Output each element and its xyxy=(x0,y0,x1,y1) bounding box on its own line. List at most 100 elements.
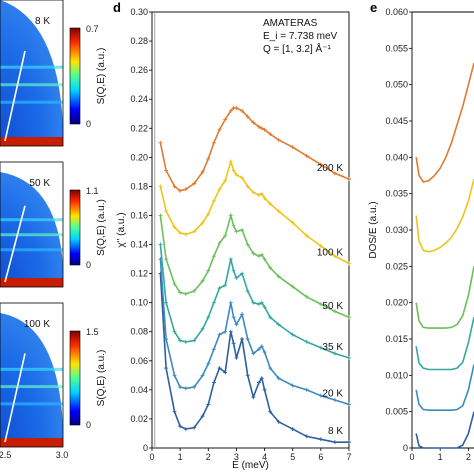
data-point xyxy=(234,229,239,234)
series-35k: 35 K xyxy=(158,242,351,360)
heatmap-panel: 100 K 1.5 0 S(Q,E) (a.u.) xyxy=(0,302,107,448)
data-point xyxy=(231,315,236,320)
data-point xyxy=(217,286,222,291)
data-point xyxy=(200,373,205,378)
panel-label: d xyxy=(113,0,121,15)
data-point xyxy=(200,326,205,331)
data-point xyxy=(268,201,273,206)
data-point xyxy=(223,370,228,375)
colorbar-min-label: 0 xyxy=(86,420,91,430)
x-tick-label: 2.5 xyxy=(0,450,11,460)
series-8k: 8 K xyxy=(158,271,351,445)
data-point xyxy=(211,380,216,385)
heatmap-band xyxy=(0,248,63,252)
data-point xyxy=(259,191,264,196)
series-label: 200 K xyxy=(317,163,343,174)
y-axis-label: DOS/E (a.u.) xyxy=(368,201,379,258)
series-line-20k xyxy=(415,364,474,411)
colorbar-label: S(Q,E) (a.u.) xyxy=(96,350,107,407)
heatmap-elastic-line xyxy=(0,278,63,287)
data-point xyxy=(178,338,183,343)
y-tick-label: 0.18 xyxy=(130,181,148,191)
y-tick-label: 0.10 xyxy=(130,298,148,308)
data-point xyxy=(231,268,236,273)
data-point xyxy=(262,196,267,201)
data-point xyxy=(211,300,216,305)
y-tick-label: 0.20 xyxy=(130,152,148,162)
x-tick-label: 6 xyxy=(318,452,323,462)
heatmap-band xyxy=(0,83,63,87)
data-point xyxy=(304,434,309,439)
q-cut-line xyxy=(4,50,26,142)
data-point xyxy=(276,419,281,424)
data-point xyxy=(318,162,323,167)
y-tick-label: 0.005 xyxy=(385,407,408,417)
y-tick-label: 0.015 xyxy=(385,334,408,344)
data-point xyxy=(259,252,264,257)
heatmap-elastic-line xyxy=(0,137,63,146)
data-point xyxy=(200,278,205,283)
data-point xyxy=(234,172,239,177)
data-point xyxy=(192,338,197,343)
data-point xyxy=(290,220,295,225)
heatmap-elastic-line xyxy=(0,438,63,447)
data-point xyxy=(178,290,183,295)
data-point xyxy=(332,351,337,356)
data-point xyxy=(256,347,261,352)
data-point xyxy=(251,190,256,195)
series-200k: 200 K xyxy=(158,105,351,193)
data-point xyxy=(332,398,337,403)
data-point xyxy=(172,409,177,414)
plot-frame xyxy=(151,11,350,449)
data-point xyxy=(251,120,256,125)
annotation-incident-energy: E_i = 7.738 meV xyxy=(263,31,338,42)
series-line-100k xyxy=(415,178,474,253)
data-point xyxy=(245,242,250,247)
data-point xyxy=(256,254,261,259)
data-point xyxy=(206,402,211,407)
y-tick-label: 0.035 xyxy=(385,189,408,199)
q-cut-line xyxy=(4,205,26,283)
data-point xyxy=(164,366,169,371)
colorbar-max-label: 1.1 xyxy=(86,186,99,196)
data-point xyxy=(251,395,256,400)
colorbar-min-label: 0 xyxy=(86,260,91,270)
data-point xyxy=(178,424,183,429)
data-point xyxy=(228,159,233,164)
data-point xyxy=(183,427,188,432)
data-point xyxy=(256,193,261,198)
x-tick-label: 1 xyxy=(438,452,443,462)
data-point xyxy=(318,302,323,307)
x-axis-label: E (meV) xyxy=(232,460,269,471)
data-point xyxy=(240,228,245,232)
x-tick-label: 2 xyxy=(466,452,471,462)
data-point xyxy=(256,124,261,129)
heatmap-intensity xyxy=(0,172,63,287)
data-point xyxy=(245,184,250,189)
data-point xyxy=(223,329,228,334)
data-point xyxy=(178,230,183,235)
x-tick-label: 3 xyxy=(234,452,239,462)
colorbar xyxy=(69,330,81,426)
data-point xyxy=(240,337,245,341)
data-point xyxy=(228,213,233,218)
data-point xyxy=(234,322,239,327)
data-point xyxy=(158,140,163,145)
y-tick-label: 0.22 xyxy=(130,123,148,133)
y-tick-label: 0.060 xyxy=(385,7,408,17)
data-point xyxy=(217,127,222,132)
data-point xyxy=(206,315,211,320)
series-line-35k xyxy=(415,317,474,371)
data-point xyxy=(347,355,351,360)
data-point xyxy=(164,209,169,214)
heatmap-band xyxy=(0,385,63,389)
y-tick-label: 0.055 xyxy=(385,43,408,53)
y-tick-label: 0.04 xyxy=(130,385,148,395)
y-tick-label: 0.02 xyxy=(130,414,148,424)
series-line-50k xyxy=(415,266,474,329)
data-point xyxy=(256,380,261,385)
y-tick-label: 0 xyxy=(143,443,148,453)
data-point xyxy=(164,257,169,262)
data-point xyxy=(158,184,163,189)
